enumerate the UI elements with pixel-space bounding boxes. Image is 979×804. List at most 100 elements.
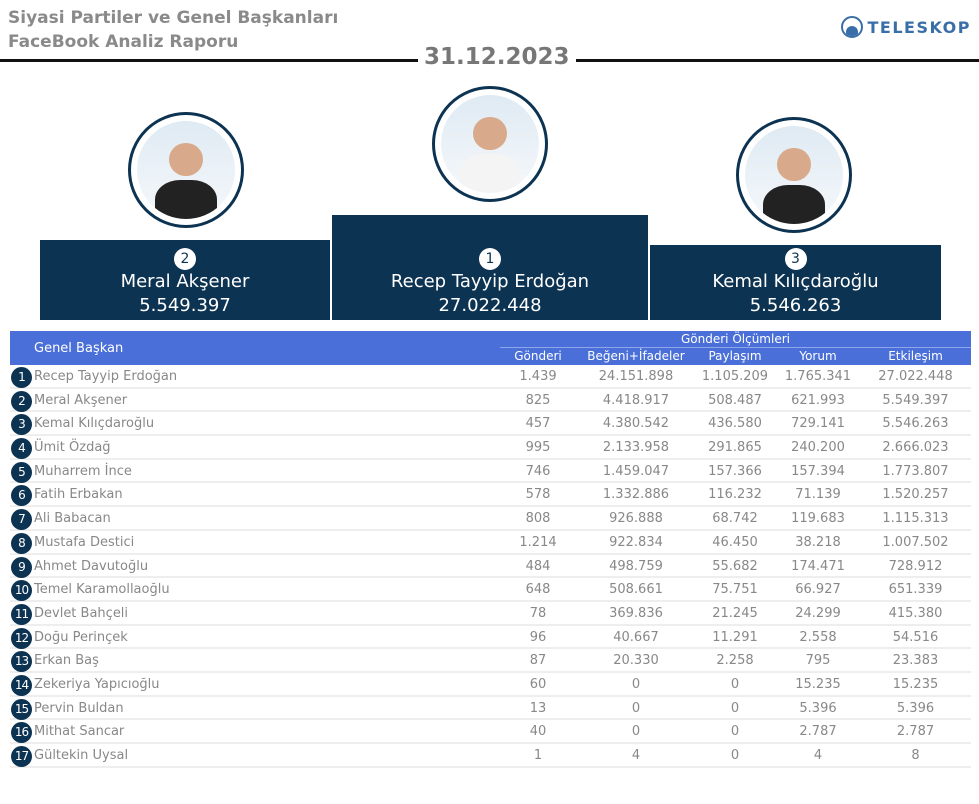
leader-name: Ahmet Davutoğlu [34, 558, 149, 574]
cell-yorum: 729.141 [791, 416, 845, 432]
cell-gonderi: 457 [525, 416, 551, 432]
rank-badge: 16 [11, 722, 32, 744]
report-date: 31.12.2023 [418, 44, 576, 70]
table-row: 3 Kemal Kılıçdaroğlu 457 4.380.542 436.580 72… [10, 412, 971, 437]
podium-name: Kemal Kılıçdaroğlu [712, 271, 879, 292]
leader-name: Pervin Buldan [34, 700, 124, 716]
cell-yorum: 157.394 [791, 463, 845, 479]
cell-begeni: 0 [631, 676, 641, 692]
leader-name: Ali Babacan [34, 511, 111, 527]
leader-name: Mithat Sancar [34, 724, 125, 740]
table-row: 11 Devlet Bahçeli 78 369.836 21.245 24.299 415… [10, 602, 971, 626]
cell-yorum: 66.927 [795, 582, 841, 598]
cell-begeni: 4 [631, 748, 641, 763]
rank-badge: 12 [11, 627, 32, 649]
header-genel-baskan: Genel Başkan [34, 341, 124, 356]
cell-gonderi: 1 [533, 748, 543, 763]
table-row: 15 Pervin Buldan 13 0 0 5.396 5.396 [10, 697, 971, 721]
podium-value: 5.546.263 [749, 295, 842, 316]
rank-badge: 2 [174, 248, 196, 270]
leader-name: Doğu Perinçek [34, 629, 128, 645]
cell-etkilesim: 1.773.807 [882, 463, 949, 479]
cell-yorum: 24.299 [795, 605, 841, 621]
rank-badge: 11 [11, 603, 32, 625]
cell-etkilesim: 5.546.263 [882, 416, 949, 432]
podium-name: Recep Tayyip Erdoğan [390, 271, 590, 292]
cell-begeni: 4.380.542 [602, 416, 670, 432]
rank-badge: 1 [479, 248, 501, 270]
cell-paylasim: 11.291 [712, 629, 758, 645]
leader-name: Mustafa Destici [34, 534, 135, 550]
cell-begeni: 24.151.898 [598, 369, 674, 384]
rank-badge: 5 [11, 461, 32, 483]
table-row: 14 Zekeriya Yapıcıoğlu 60 0 0 15.235 15.235 [10, 673, 971, 697]
cell-yorum: 795 [805, 653, 831, 669]
cell-gonderi: 995 [525, 440, 551, 456]
cell-gonderi: 40 [529, 724, 547, 740]
rank-badge: 3 [784, 248, 807, 270]
cell-paylasim: 75.751 [712, 582, 758, 598]
leader-name: Erkan Baş [34, 653, 99, 669]
avatar-kilicdaroglu [736, 117, 852, 233]
cell-etkilesim: 15.235 [892, 676, 939, 692]
table-row: 17 Gültekin Uysal 1 4 0 4 8 [10, 744, 971, 768]
leader-name: Temel Karamollaoğlu [34, 582, 170, 598]
cell-begeni: 926.888 [609, 511, 663, 527]
table-row: 13 Erkan Baş 87 20.330 2.258 795 23.383 [10, 649, 971, 673]
cell-begeni: 508.661 [609, 582, 663, 598]
cell-gonderi: 1.214 [519, 534, 557, 550]
teleskop-logo: TELESKOP [840, 16, 972, 38]
podium-second: 2 Meral Akşener 5.549.397 [40, 240, 330, 320]
cell-begeni: 0 [631, 700, 641, 716]
cell-yorum: 1.765.341 [784, 369, 852, 384]
leader-name: Ümit Özdağ [34, 440, 111, 456]
rank-badge: 2 [11, 390, 32, 412]
table-row: 10 Temel Karamollaoğlu 648 508.661 75.751 66.… [10, 578, 971, 602]
rank-badge: 4 [11, 438, 32, 460]
cell-begeni: 1.459.047 [602, 463, 670, 479]
cell-etkilesim: 2.666.023 [882, 440, 949, 456]
leader-name: Kemal Kılıçdaroğlu [34, 416, 155, 432]
rank-badge: 14 [11, 674, 32, 696]
rank-badge: 6 [11, 485, 32, 507]
cell-yorum: 38.218 [795, 534, 841, 550]
cell-etkilesim: 728.912 [888, 558, 943, 574]
leaders-table: Genel Başkan Gönderi Ölçümleri Gönderi B… [10, 331, 971, 768]
cell-begeni: 40.667 [613, 629, 659, 645]
rank-badge: 9 [11, 556, 32, 578]
cell-etkilesim: 54.516 [892, 629, 939, 645]
leader-name: Recep Tayyip Erdoğan [34, 369, 178, 384]
cell-paylasim: 291.865 [708, 440, 762, 456]
cell-paylasim: 157.366 [708, 463, 762, 479]
telescope-icon [840, 16, 863, 38]
header-etkilesim: Etkileşim [888, 349, 943, 363]
cell-gonderi: 1.439 [519, 369, 557, 384]
leader-name: Fatih Erbakan [34, 487, 123, 503]
cell-etkilesim: 5.396 [896, 700, 935, 716]
leader-name: Devlet Bahçeli [34, 605, 129, 621]
leader-name: Zekeriya Yapıcıoğlu [34, 676, 160, 692]
rank-badge: 1 [11, 367, 32, 388]
cell-etkilesim: 1.007.502 [882, 534, 949, 550]
cell-paylasim: 0 [730, 700, 740, 716]
cell-etkilesim: 8 [911, 748, 920, 763]
cell-paylasim: 1.105.209 [701, 369, 769, 384]
table-row: 6 Fatih Erbakan 578 1.332.886 116.232 71.139 1… [10, 483, 971, 508]
cell-paylasim: 21.245 [712, 605, 758, 621]
cell-etkilesim: 415.380 [888, 605, 943, 621]
table-row: 16 Mithat Sancar 40 0 0 2.787 2.787 [10, 720, 971, 744]
cell-paylasim: 436.580 [708, 416, 762, 432]
cell-paylasim: 46.450 [712, 534, 758, 550]
cell-yorum: 2.787 [799, 724, 837, 740]
header-yorum: Yorum [799, 349, 837, 363]
cell-yorum: 5.396 [799, 700, 837, 716]
cell-gonderi: 87 [529, 653, 547, 669]
table-row: 1 Recep Tayyip Erdoğan 1.439 24.151.898 1.10… [10, 365, 971, 389]
rank-badge: 15 [11, 698, 32, 720]
cell-gonderi: 78 [529, 605, 547, 621]
cell-paylasim: 116.232 [708, 487, 762, 503]
cell-yorum: 71.139 [795, 487, 841, 503]
leader-name: Muharrem İnce [34, 463, 132, 479]
header-begeni: Beğeni+İfadeler [587, 349, 685, 363]
cell-etkilesim: 1.520.257 [882, 487, 949, 503]
